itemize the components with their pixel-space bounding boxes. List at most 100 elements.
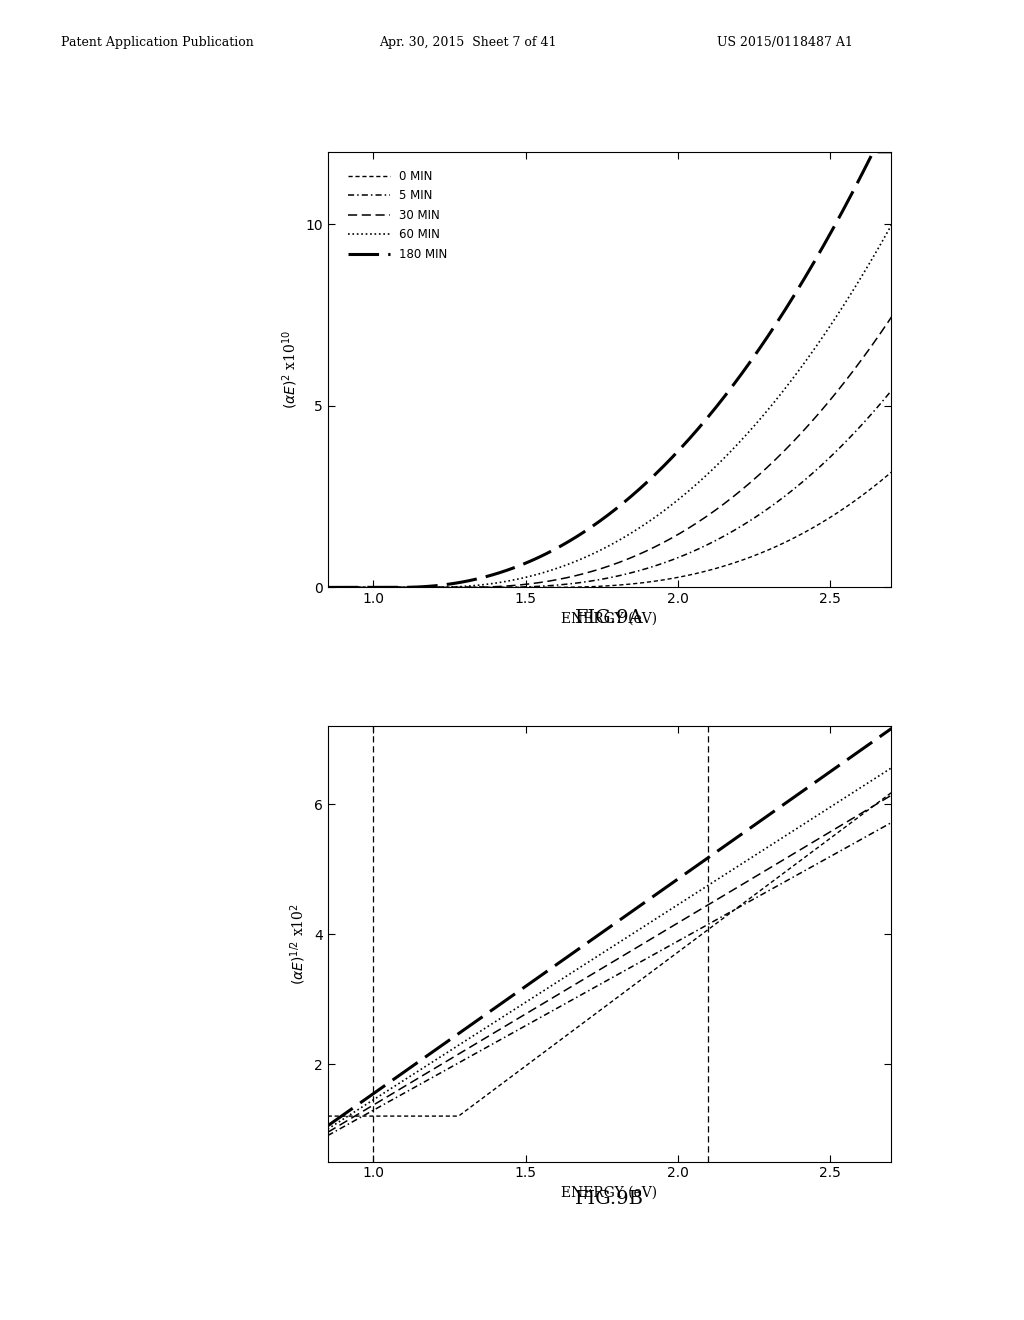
5 MIN <box>708 533 720 549</box>
5 MIN <box>757 504 769 520</box>
60 MIN <box>663 499 675 515</box>
0 MIN <box>424 1109 436 1125</box>
0 MIN <box>757 544 769 560</box>
180 MIN <box>889 718 901 734</box>
180 MIN <box>708 401 720 417</box>
5 MIN <box>900 807 912 822</box>
30 MIN <box>663 532 675 548</box>
60 MIN <box>900 190 912 206</box>
Line: 30 MIN: 30 MIN <box>328 787 906 1133</box>
0 MIN <box>663 952 675 968</box>
5 MIN <box>584 573 596 589</box>
60 MIN <box>584 953 596 969</box>
180 MIN <box>663 878 675 894</box>
Line: 60 MIN: 60 MIN <box>328 198 906 587</box>
60 MIN <box>584 548 596 564</box>
180 MIN <box>663 453 675 469</box>
0 MIN <box>584 1010 596 1026</box>
Line: 5 MIN: 5 MIN <box>328 372 906 587</box>
60 MIN <box>900 751 912 767</box>
Y-axis label: $(\alpha E)^{1/2}\ \mathregular{x10}^2$: $(\alpha E)^{1/2}\ \mathregular{x10}^2$ <box>289 903 308 985</box>
30 MIN <box>322 1125 334 1140</box>
5 MIN <box>470 1045 482 1061</box>
5 MIN <box>424 579 436 595</box>
0 MIN <box>470 1094 482 1110</box>
180 MIN <box>900 718 912 734</box>
Line: 30 MIN: 30 MIN <box>328 294 906 587</box>
X-axis label: ENERGY (eV): ENERGY (eV) <box>561 1185 657 1200</box>
180 MIN <box>757 810 769 826</box>
Text: US 2015/0118487 A1: US 2015/0118487 A1 <box>717 36 853 49</box>
60 MIN <box>708 461 720 477</box>
Text: Patent Application Publication: Patent Application Publication <box>61 36 254 49</box>
Line: 180 MIN: 180 MIN <box>328 152 906 587</box>
0 MIN <box>757 880 769 896</box>
5 MIN <box>584 982 596 998</box>
180 MIN <box>708 846 720 862</box>
180 MIN <box>900 144 912 160</box>
X-axis label: ENERGY (eV): ENERGY (eV) <box>561 611 657 626</box>
30 MIN <box>900 286 912 302</box>
180 MIN <box>867 144 880 160</box>
30 MIN <box>470 579 482 595</box>
0 MIN <box>424 579 436 595</box>
180 MIN <box>322 1118 334 1134</box>
0 MIN <box>322 579 334 595</box>
60 MIN <box>708 874 720 890</box>
30 MIN <box>757 463 769 479</box>
5 MIN <box>757 886 769 902</box>
0 MIN <box>708 561 720 577</box>
60 MIN <box>322 1121 334 1137</box>
30 MIN <box>708 503 720 519</box>
Line: 5 MIN: 5 MIN <box>328 814 906 1135</box>
5 MIN <box>663 939 675 954</box>
Line: 0 MIN: 0 MIN <box>328 781 906 1117</box>
Y-axis label: $(\alpha E)^2\ \mathregular{x10}^{10}$: $(\alpha E)^2\ \mathregular{x10}^{10}$ <box>280 330 300 409</box>
60 MIN <box>322 579 334 595</box>
60 MIN <box>424 579 436 595</box>
Text: FIG.9B: FIG.9B <box>574 1189 644 1208</box>
60 MIN <box>663 903 675 919</box>
30 MIN <box>584 564 596 579</box>
0 MIN <box>322 1109 334 1125</box>
5 MIN <box>663 553 675 569</box>
60 MIN <box>757 842 769 858</box>
Text: FIG.9A: FIG.9A <box>574 609 644 627</box>
30 MIN <box>757 865 769 880</box>
180 MIN <box>424 1045 436 1061</box>
0 MIN <box>900 774 912 789</box>
0 MIN <box>900 451 912 467</box>
5 MIN <box>900 364 912 380</box>
30 MIN <box>322 579 334 595</box>
30 MIN <box>424 579 436 595</box>
60 MIN <box>470 577 482 593</box>
5 MIN <box>424 1071 436 1086</box>
30 MIN <box>584 968 596 983</box>
30 MIN <box>663 920 675 936</box>
180 MIN <box>470 572 482 587</box>
30 MIN <box>424 1063 436 1078</box>
180 MIN <box>470 1014 482 1030</box>
30 MIN <box>470 1035 482 1051</box>
5 MIN <box>708 913 720 929</box>
30 MIN <box>900 779 912 795</box>
180 MIN <box>322 579 334 595</box>
0 MIN <box>663 572 675 587</box>
180 MIN <box>584 520 596 536</box>
Line: 180 MIN: 180 MIN <box>328 726 906 1126</box>
0 MIN <box>470 579 482 595</box>
180 MIN <box>584 933 596 949</box>
5 MIN <box>470 579 482 595</box>
0 MIN <box>708 917 720 933</box>
5 MIN <box>322 579 334 595</box>
60 MIN <box>424 1056 436 1072</box>
5 MIN <box>322 1127 334 1143</box>
60 MIN <box>757 408 769 424</box>
180 MIN <box>757 335 769 351</box>
Legend: 0 MIN, 5 MIN, 30 MIN, 60 MIN, 180 MIN: 0 MIN, 5 MIN, 30 MIN, 60 MIN, 180 MIN <box>345 166 451 264</box>
Line: 0 MIN: 0 MIN <box>328 459 906 587</box>
30 MIN <box>708 894 720 909</box>
0 MIN <box>584 578 596 594</box>
180 MIN <box>424 578 436 594</box>
Line: 60 MIN: 60 MIN <box>328 759 906 1129</box>
